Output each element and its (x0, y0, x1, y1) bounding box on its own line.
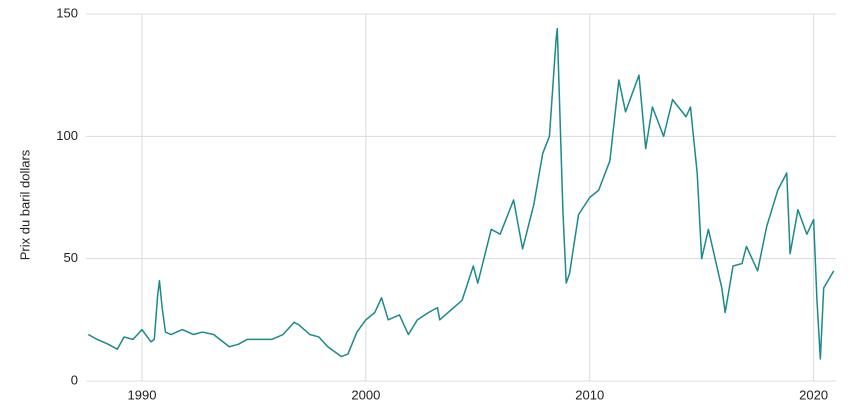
y-axis-label: Prix du baril dollars (17, 149, 32, 260)
x-tick-label: 2000 (351, 387, 380, 402)
line-series (87, 27, 835, 360)
y-tick-label: 100 (56, 128, 78, 143)
y-tick-label: 0 (71, 372, 78, 387)
y-tick-label: 150 (56, 5, 78, 20)
x-tick-label: 2020 (799, 387, 828, 402)
y-tick-label: 50 (64, 250, 78, 265)
x-tick-label: 1990 (128, 387, 157, 402)
x-tick-label: 2010 (575, 387, 604, 402)
